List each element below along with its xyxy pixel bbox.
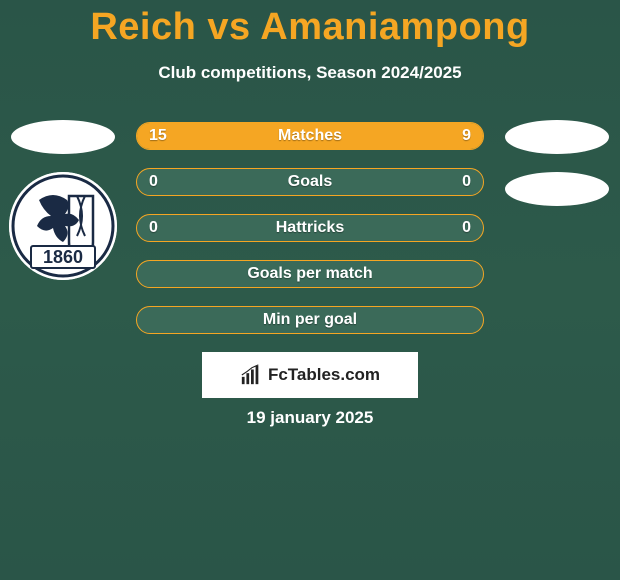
left-player-column: 1860 <box>8 120 118 280</box>
stats-bars: 15 Matches 9 0 Goals 0 0 Hattricks 0 Goa… <box>136 122 484 334</box>
stat-label: Matches <box>278 127 342 145</box>
left-player-placeholder <box>11 120 115 154</box>
stat-label: Goals per match <box>247 265 372 283</box>
club-crest-icon: 1860 <box>9 172 117 280</box>
stat-label: Min per goal <box>263 311 357 329</box>
stat-right-value: 9 <box>462 127 471 145</box>
bar-chart-icon <box>240 364 262 386</box>
stat-bar-goals: 0 Goals 0 <box>136 168 484 196</box>
stat-left-value: 15 <box>149 127 167 145</box>
left-club-logo: 1860 <box>9 172 117 280</box>
brand-text: FcTables.com <box>268 365 380 385</box>
stat-bar-matches: 15 Matches 9 <box>136 122 484 150</box>
stat-right-value: 0 <box>462 173 471 191</box>
stat-left-value: 0 <box>149 173 158 191</box>
right-player-placeholder-1 <box>505 120 609 154</box>
stat-left-value: 0 <box>149 219 158 237</box>
stat-label: Goals <box>288 173 332 191</box>
footer-date: 19 january 2025 <box>247 408 374 428</box>
stat-bar-min-per-goal: Min per goal <box>136 306 484 334</box>
club-year-text: 1860 <box>43 247 83 267</box>
page-subtitle: Club competitions, Season 2024/2025 <box>0 63 620 83</box>
stat-label: Hattricks <box>276 219 344 237</box>
brand-watermark: FcTables.com <box>202 352 418 398</box>
stat-bar-hattricks: 0 Hattricks 0 <box>136 214 484 242</box>
stat-right-value: 0 <box>462 219 471 237</box>
page-title: Reich vs Amaniampong <box>0 0 620 49</box>
stat-bar-goals-per-match: Goals per match <box>136 260 484 288</box>
right-player-column <box>502 120 612 206</box>
right-player-placeholder-2 <box>505 172 609 206</box>
